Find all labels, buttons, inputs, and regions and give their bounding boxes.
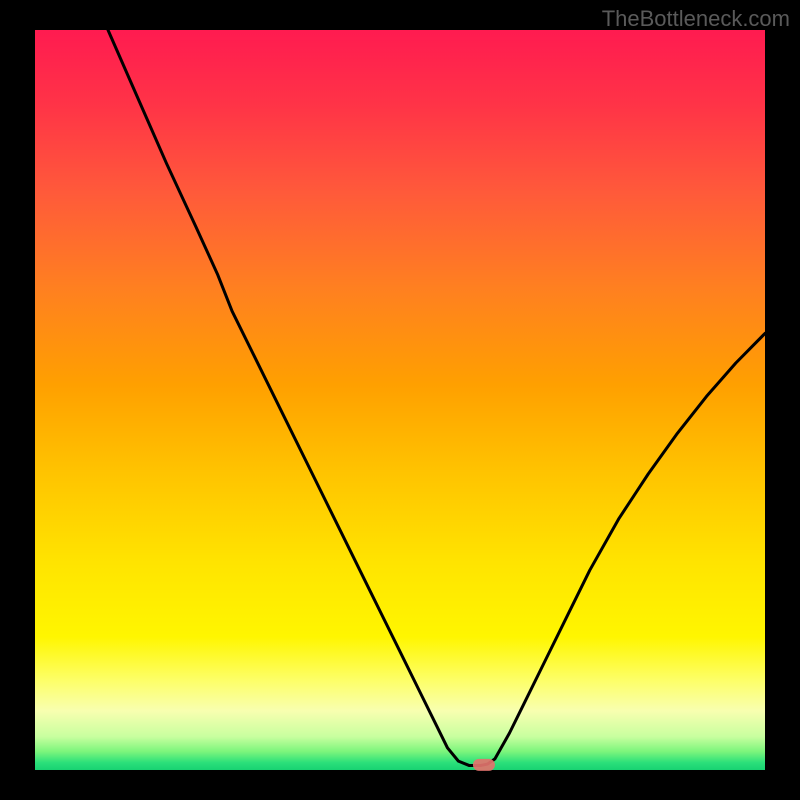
watermark-label: TheBottleneck.com <box>602 6 790 32</box>
bottleneck-chart <box>0 0 800 800</box>
plot-background <box>35 30 765 770</box>
chart-stage: TheBottleneck.com <box>0 0 800 800</box>
your-position-marker <box>473 759 495 771</box>
